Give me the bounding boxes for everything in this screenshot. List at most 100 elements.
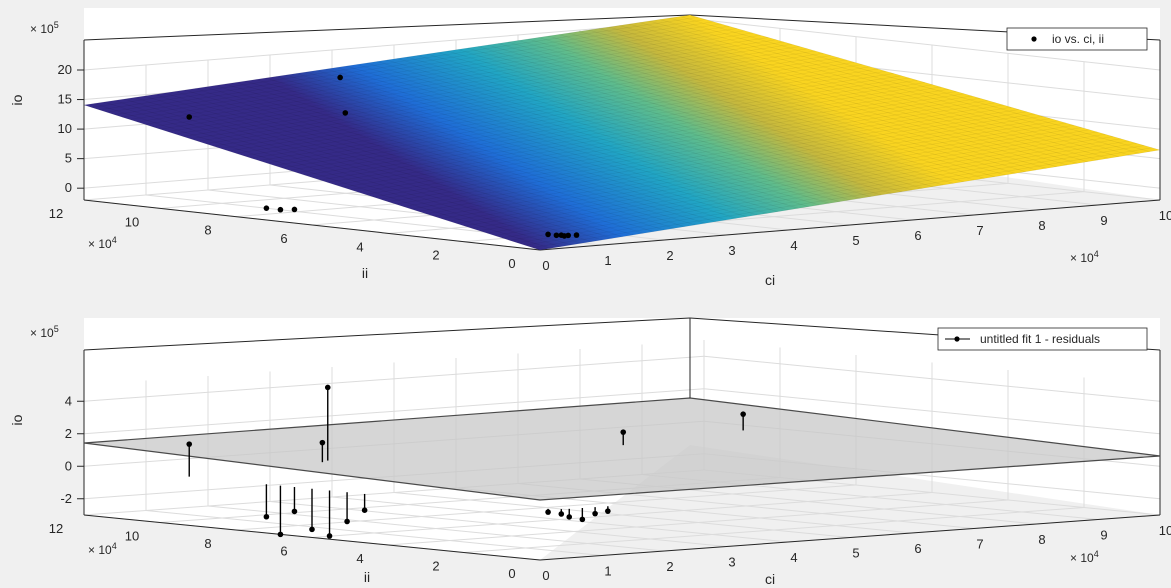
mesh-line (528, 38, 995, 177)
mesh-line (498, 43, 964, 182)
mesh-line (376, 61, 840, 202)
residual-point (344, 518, 350, 525)
mesh-line (417, 55, 882, 196)
y-tick-label: 2 (432, 248, 439, 263)
y-tick-label: 4 (356, 239, 363, 254)
residual-point (592, 510, 598, 517)
mesh-line (190, 46, 800, 140)
mesh-line (114, 100, 572, 246)
legend-marker (954, 336, 960, 342)
mesh-line (195, 88, 654, 232)
z-axis-label: io (9, 94, 25, 105)
legend-label: io vs. ci, ii (1052, 32, 1104, 46)
residual-point (605, 508, 611, 514)
y-tick-label: 6 (280, 544, 287, 559)
mesh-line (205, 86, 665, 231)
mesh-line (479, 131, 1098, 231)
mesh-line (205, 50, 816, 144)
mesh-line (114, 23, 722, 115)
y-tick-label: 8 (204, 536, 211, 551)
svg-text:× 104: × 104 (1070, 249, 1099, 265)
mesh-line (91, 16, 698, 108)
legend[interactable]: io vs. ci, ii (1006, 27, 1148, 51)
data-point (263, 205, 270, 211)
mesh-line (410, 111, 1027, 210)
mesh-line (144, 95, 603, 241)
z-tick-label: 0 (65, 180, 72, 195)
residual-point (740, 411, 746, 417)
data-point (186, 114, 193, 120)
mesh-line (532, 147, 1153, 248)
z-exponent-label: × 105 (30, 324, 59, 340)
z-tick-label: 0 (65, 458, 72, 473)
residual-point (361, 507, 368, 513)
x-tick-label: 6 (914, 541, 921, 556)
mesh-line (336, 67, 799, 209)
mesh-line (285, 74, 747, 217)
x-tick-label: 7 (976, 537, 983, 552)
svg-text:× 104: × 104 (88, 235, 117, 251)
axes-box (83, 317, 1161, 561)
data-point (342, 110, 349, 116)
mesh-line (275, 76, 737, 219)
z-tick-label: 2 (65, 426, 72, 441)
mesh-line (380, 102, 996, 200)
mesh-line (659, 19, 1130, 156)
mesh-line (342, 91, 957, 188)
mesh-line (649, 20, 1119, 157)
x-tick-label: 4 (790, 238, 797, 253)
mesh-line (164, 92, 623, 237)
mesh-line (441, 120, 1059, 219)
mesh-line (609, 26, 1078, 164)
mesh-line (457, 49, 923, 189)
mesh-line (327, 86, 941, 183)
mesh-line (397, 58, 861, 199)
mesh-line (228, 57, 839, 152)
mesh-line (124, 98, 582, 244)
grid-line (703, 388, 1161, 435)
data-point (545, 231, 551, 238)
mesh-line (447, 50, 913, 191)
mesh-line (357, 95, 973, 193)
mesh-line (619, 25, 1088, 162)
mesh-line (266, 68, 879, 164)
mesh-line (251, 64, 863, 159)
x-tick-label: 1 (604, 253, 611, 268)
mesh-line (273, 70, 886, 166)
residual-point (545, 509, 551, 515)
fit-surface (84, 15, 1160, 250)
grid-line (83, 355, 705, 402)
data-point (291, 206, 298, 213)
data-points (186, 74, 580, 239)
mesh-line (281, 73, 894, 169)
x-tick-labels: 0 1 2 3 4 5 6 7 8 9 10 (542, 523, 1171, 583)
z-tick-label: 5 (65, 151, 72, 166)
x-tick-label: 0 (542, 258, 549, 273)
mesh-line (197, 48, 808, 142)
mesh-line (175, 41, 785, 135)
grid-line (387, 499, 1009, 546)
grid-line (83, 388, 705, 435)
grid-line (703, 19, 1161, 71)
mesh-line (225, 83, 685, 227)
grid-line (311, 492, 933, 538)
mesh-line (296, 77, 910, 173)
mesh-line (386, 59, 851, 201)
mesh-line (245, 80, 706, 224)
mesh-line (471, 129, 1090, 229)
mesh-line (304, 79, 918, 176)
y-tick-labels: 0 2 4 6 8 10 12 (49, 521, 516, 581)
svg-text:× 105: × 105 (30, 20, 59, 36)
y-tick-labels: 0 2 4 6 8 10 12 (49, 206, 516, 271)
x-exponent-label: × 104 (1070, 249, 1099, 265)
mesh-line (578, 31, 1047, 169)
mesh-line (588, 29, 1057, 167)
data-point (565, 232, 571, 239)
x-tick-label: 5 (852, 233, 859, 248)
legend[interactable]: untitled fit 1 - residuals (937, 327, 1148, 351)
y-tick-label: 8 (204, 223, 211, 238)
legend-marker (1031, 36, 1037, 42)
mesh-line (433, 118, 1051, 217)
